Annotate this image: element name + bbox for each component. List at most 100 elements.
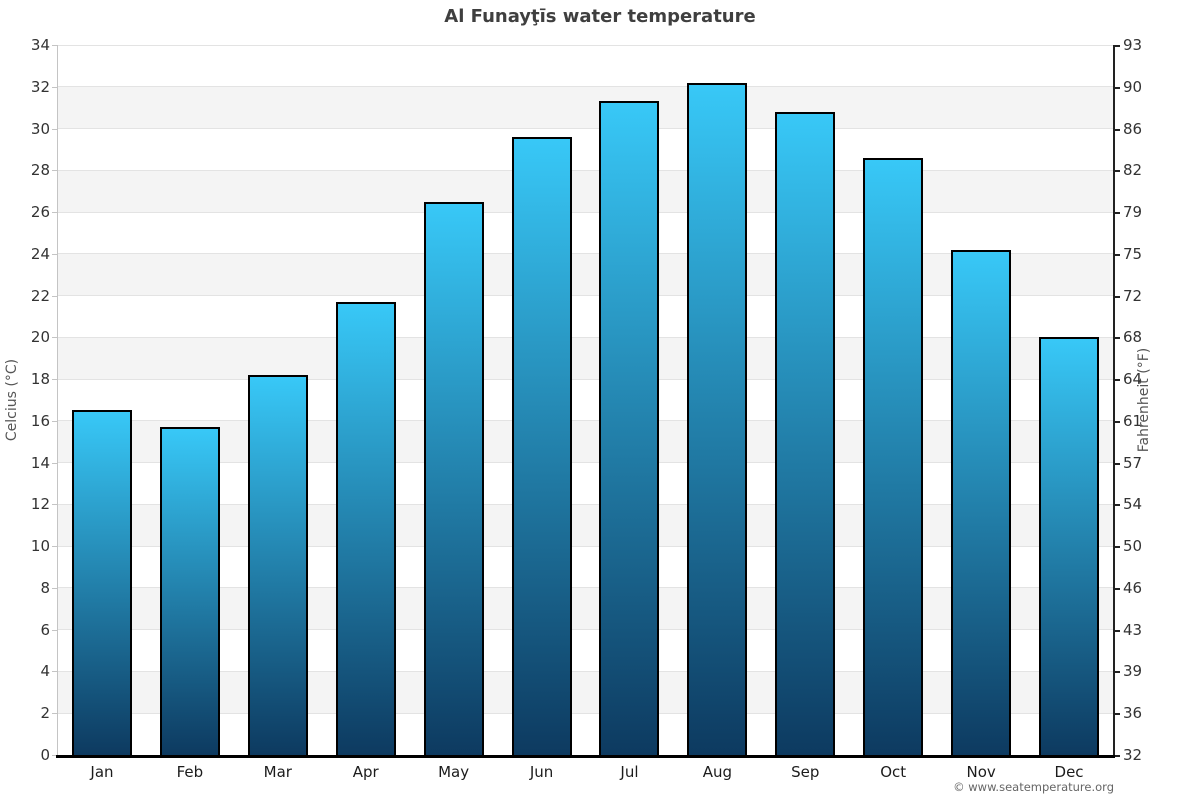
bar-may[interactable]	[423, 201, 484, 755]
celsius-tickmark	[52, 45, 57, 46]
bar-mar[interactable]	[247, 374, 308, 755]
x-tick-aug: Aug	[702, 763, 732, 781]
bar-sep[interactable]	[775, 111, 836, 755]
celsius-tickmark	[52, 379, 57, 381]
celsius-tick-20: 20	[30, 328, 50, 347]
grid-band	[58, 379, 1113, 421]
celsius-tickmark	[52, 671, 57, 673]
fahrenheit-tick-90: 90	[1123, 77, 1143, 96]
fahrenheit-tickmark	[1115, 755, 1120, 757]
fahrenheit-tick-43: 43	[1123, 620, 1143, 639]
grid-band	[58, 671, 1113, 714]
grid-band	[58, 170, 1113, 213]
chart-title: Al Funayţīs water temperature	[444, 6, 756, 27]
x-tick-oct: Oct	[880, 763, 907, 781]
gridline	[58, 420, 1113, 422]
celsius-tickmark	[52, 86, 57, 88]
gridline	[58, 211, 1113, 213]
gridline	[58, 503, 1113, 505]
fahrenheit-tick-72: 72	[1123, 286, 1143, 305]
grid-band	[58, 295, 1113, 338]
gridline	[58, 295, 1113, 297]
celsius-tick-10: 10	[30, 537, 50, 556]
gridline	[58, 44, 1113, 46]
bar-jun[interactable]	[511, 136, 572, 755]
fahrenheit-tickmark	[1115, 45, 1120, 47]
fahrenheit-tickmark	[1115, 212, 1120, 215]
fahrenheit-tickmark	[1115, 253, 1120, 256]
fahrenheit-tickmark	[1115, 128, 1120, 131]
bar-feb[interactable]	[159, 427, 220, 755]
x-tick-jun: Jun	[529, 763, 554, 781]
bar-apr[interactable]	[335, 301, 396, 755]
gridline	[58, 587, 1113, 589]
gridline	[58, 378, 1113, 380]
celsius-tickmark	[52, 629, 57, 631]
gridline	[58, 670, 1113, 672]
grid-band	[58, 128, 1113, 171]
grid-band	[58, 86, 1113, 129]
fahrenheit-tick-93: 93	[1123, 36, 1143, 54]
fahrenheit-tick-68: 68	[1123, 328, 1143, 347]
celsius-tick-28: 28	[30, 161, 50, 180]
celsius-tickmark	[52, 253, 57, 255]
celsius-tick-6: 6	[40, 620, 50, 639]
grid-band	[58, 337, 1113, 380]
gridline	[58, 253, 1113, 255]
bar-jan[interactable]	[71, 410, 132, 755]
fahrenheit-tickmark	[1115, 629, 1120, 632]
fahrenheit-tick-79: 79	[1123, 203, 1143, 222]
bar-aug[interactable]	[687, 82, 748, 755]
plot-area	[58, 44, 1113, 756]
grid-band	[58, 713, 1113, 755]
grid-band	[58, 629, 1113, 672]
celsius-tickmark	[52, 212, 57, 214]
bar-dec[interactable]	[1039, 337, 1100, 755]
celsius-tick-30: 30	[30, 119, 50, 138]
celsius-tick-0: 0	[40, 746, 50, 764]
fahrenheit-tickmark	[1115, 587, 1120, 590]
fahrenheit-tickmark	[1115, 713, 1120, 716]
grid-band	[58, 212, 1113, 254]
fahrenheit-tickmark	[1115, 337, 1120, 340]
celsius-tick-18: 18	[30, 370, 50, 389]
celsius-tick-14: 14	[30, 453, 50, 472]
fahrenheit-tickmark	[1115, 671, 1120, 674]
grid-band	[58, 45, 1113, 87]
celsius-tick-2: 2	[40, 704, 50, 723]
bar-oct[interactable]	[863, 157, 924, 755]
gridline	[58, 128, 1113, 130]
celsius-tick-4: 4	[40, 662, 50, 681]
fahrenheit-tick-86: 86	[1123, 119, 1143, 138]
fahrenheit-tickmark	[1115, 170, 1120, 173]
x-tick-feb: Feb	[176, 763, 204, 781]
gridline	[58, 629, 1113, 631]
celsius-tickmark	[52, 337, 57, 339]
celsius-tickmark	[52, 420, 57, 422]
grid-band	[58, 462, 1113, 505]
bar-jul[interactable]	[599, 101, 660, 755]
grid-band	[58, 504, 1113, 547]
fahrenheit-tickmark	[1115, 86, 1120, 89]
celsius-tickmark	[52, 170, 57, 172]
fahrenheit-tickmark	[1115, 462, 1120, 465]
celsius-tickmark	[52, 128, 57, 130]
x-tick-jan: Jan	[90, 763, 114, 781]
fahrenheit-tick-64: 64	[1123, 370, 1143, 389]
x-tick-dec: Dec	[1054, 763, 1084, 781]
celsius-tick-24: 24	[30, 244, 50, 263]
x-tick-sep: Sep	[791, 763, 820, 781]
celsius-tickmark	[52, 546, 57, 548]
fahrenheit-tick-82: 82	[1123, 161, 1143, 180]
fahrenheit-tick-46: 46	[1123, 578, 1143, 597]
celsius-tick-12: 12	[30, 495, 50, 514]
celsius-tickmark	[52, 504, 57, 506]
grid-band	[58, 420, 1113, 463]
bar-nov[interactable]	[951, 249, 1012, 755]
fahrenheit-tickmark	[1115, 546, 1120, 549]
celsius-tickmark	[52, 462, 57, 464]
gridline	[58, 86, 1113, 88]
fahrenheit-tick-57: 57	[1123, 453, 1143, 472]
fahrenheit-tick-32: 32	[1123, 746, 1143, 764]
